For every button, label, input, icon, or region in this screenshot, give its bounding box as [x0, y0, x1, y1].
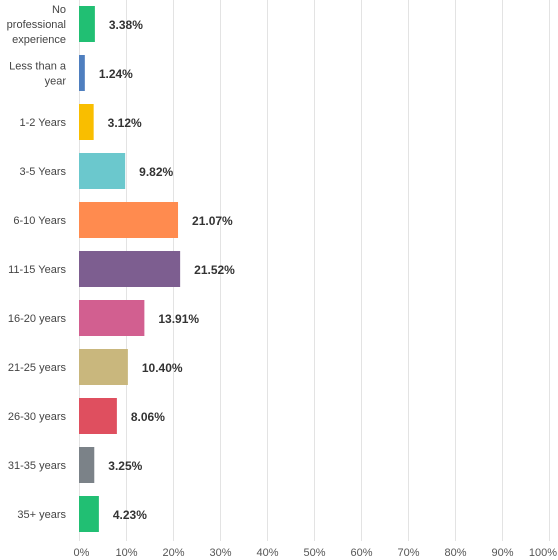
data-label: 9.82% [139, 165, 173, 179]
data-label: 1.24% [99, 67, 133, 81]
bar [79, 104, 94, 140]
x-tick-label: 20% [162, 547, 184, 559]
x-tick-label: 100% [529, 547, 557, 559]
category-label: 35+ years [17, 509, 66, 521]
x-tick-label: 50% [303, 547, 325, 559]
x-tick-label: 10% [115, 547, 137, 559]
data-label: 3.25% [108, 459, 142, 473]
x-tick-label: 70% [397, 547, 419, 559]
category-label: 26-30 years [8, 411, 67, 423]
data-label: 21.52% [194, 263, 235, 277]
bar [79, 55, 85, 91]
category-label: 1-2 Years [20, 117, 67, 129]
x-tick-label: 30% [209, 547, 231, 559]
data-label: 10.40% [142, 361, 183, 375]
gridlines [79, 0, 550, 541]
x-tick-label: 90% [491, 547, 513, 559]
bar [79, 202, 179, 238]
data-label: 13.91% [158, 312, 199, 326]
bar [79, 6, 95, 42]
bar [79, 349, 128, 385]
data-label: 3.12% [108, 116, 142, 130]
category-label: 11-15 Years [8, 264, 66, 276]
data-labels: 3.38% 1.24% 3.12% 9.82% 21.07% 21.52% 13.91% 10… [99, 18, 235, 522]
data-label: 3.38% [109, 18, 143, 32]
bars [79, 6, 181, 532]
category-label: Less than a year [9, 61, 67, 88]
bar [79, 496, 99, 532]
x-tick-label: 60% [350, 547, 372, 559]
bar [79, 447, 95, 483]
category-label: 31-35 years [8, 460, 67, 472]
bar [79, 251, 181, 287]
x-tick-label: 80% [444, 547, 466, 559]
category-label: 21-25 years [8, 362, 67, 374]
x-tick-label: 0% [74, 547, 90, 559]
bar [79, 398, 117, 434]
category-labels: No professional experience Less than a year 1… [7, 4, 67, 521]
category-label: No professional experience [7, 4, 66, 46]
x-axis-ticks: 0% 10% 20% 30% 40% 50% 60% 70% 80% 90% 100% [74, 547, 558, 559]
category-label: 16-20 years [8, 313, 67, 325]
data-label: 21.07% [192, 214, 233, 228]
x-tick-label: 40% [256, 547, 278, 559]
data-label: 4.23% [113, 508, 147, 522]
category-label: 3-5 Years [20, 166, 67, 178]
data-label: 8.06% [131, 410, 165, 424]
category-label: 6-10 Years [13, 215, 66, 227]
bar [79, 153, 126, 189]
bar [79, 300, 145, 336]
